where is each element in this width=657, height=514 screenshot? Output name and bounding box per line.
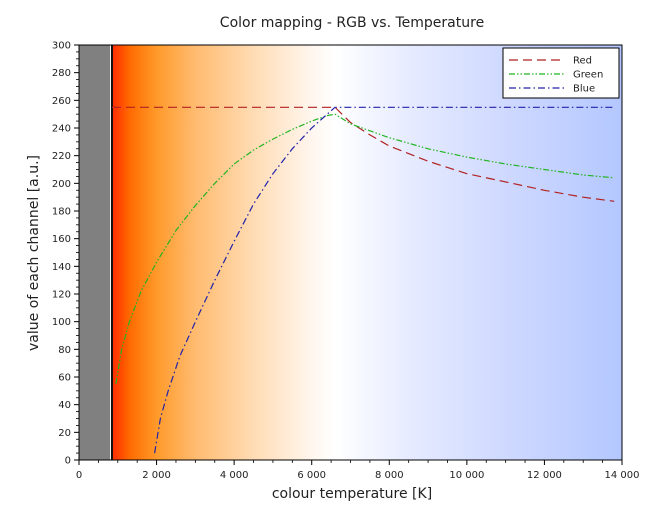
axes-layer: 0 20 40 60 80 100 120 140 160 180 200 220 240 260 280 3…: [52, 41, 640, 482]
x-tick-label: 14 000: [605, 470, 640, 481]
y-tick-label: 220: [52, 151, 71, 162]
y-tick-label: 280: [52, 68, 71, 79]
y-tick-label: 240: [52, 124, 71, 135]
y-tick-label: 300: [52, 41, 71, 52]
y-tick-label: 60: [58, 373, 71, 384]
legend-label-red: Red: [573, 56, 592, 67]
gray-band: [79, 45, 111, 460]
x-tick-label: 2 000: [142, 470, 171, 481]
legend-box: [502, 47, 620, 99]
x-tick-label: 0: [76, 470, 82, 481]
y-tick-label: 140: [52, 262, 71, 273]
y-tick-label: 100: [52, 317, 71, 328]
y-tick-label: 80: [58, 345, 71, 356]
x-tick-label: 4 000: [220, 470, 249, 481]
x-tick-label: 6 000: [297, 470, 326, 481]
series-line-blue: [154, 106, 615, 454]
x-tick-label: 10 000: [449, 470, 484, 481]
x-axis-label: colour temperature [K]: [272, 486, 432, 502]
x-tick-label: 12 000: [527, 470, 562, 481]
y-tick-label: 20: [58, 428, 71, 439]
temperature-gradient: [111, 45, 622, 460]
legend: Red Green Blue: [502, 47, 620, 99]
y-tick-label: 40: [58, 400, 71, 411]
y-axis-label: value of each channel [a.u.]: [26, 155, 42, 351]
series-layer: [112, 106, 615, 454]
y-tick-label: 260: [52, 96, 71, 107]
y-tick-label: 160: [52, 234, 71, 245]
y-tick-label: 200: [52, 179, 71, 190]
plot-background: [79, 45, 622, 460]
legend-label-blue: Blue: [573, 84, 595, 95]
series-line-green: [115, 113, 615, 385]
chart-title: Color mapping - RGB vs. Temperature: [220, 15, 484, 31]
y-tick-label: 180: [52, 207, 71, 218]
y-tick-label: 120: [52, 290, 71, 301]
x-tick-label: 8 000: [375, 470, 404, 481]
y-tick-label: 0: [65, 456, 71, 467]
legend-label-green: Green: [573, 70, 603, 81]
